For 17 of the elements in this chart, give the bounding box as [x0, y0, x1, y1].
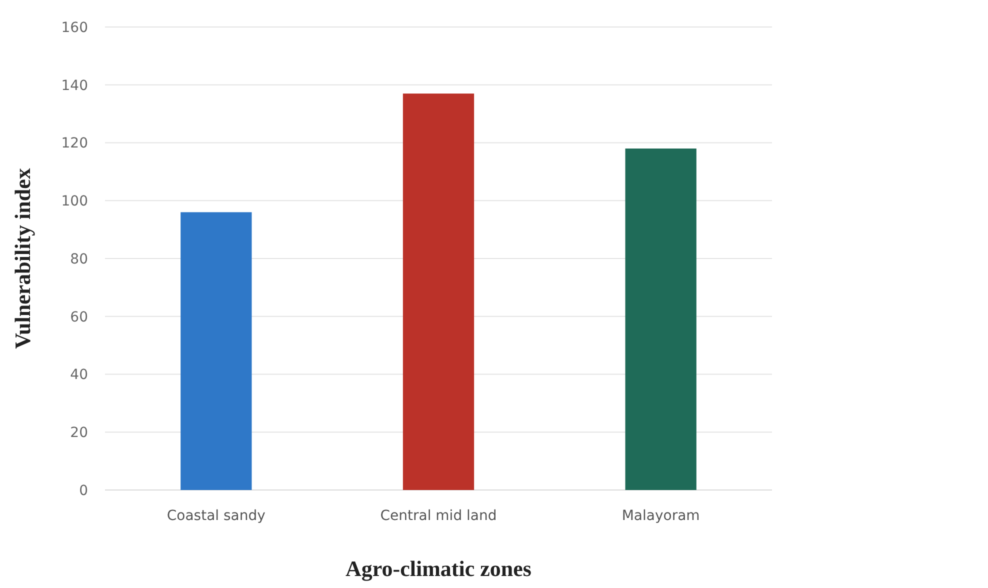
bar	[180, 212, 252, 490]
x-tick-label: Coastal sandy	[166, 508, 266, 524]
x-tick-label: Central mid land	[380, 508, 497, 524]
y-tick-label: 120	[61, 136, 88, 152]
y-tick-label: 140	[61, 78, 88, 94]
x-axis-title: Agro-climatic zones	[346, 556, 532, 581]
y-tick-label: 160	[61, 20, 88, 36]
y-axis-title: Vulnerability index	[10, 168, 35, 349]
y-tick-label: 60	[70, 309, 88, 326]
y-tick-label: 0	[79, 482, 88, 499]
y-tick-label: 100	[61, 194, 88, 210]
bar	[625, 148, 696, 490]
y-tick-label: 20	[70, 425, 88, 442]
y-tick-label: 80	[70, 251, 88, 268]
bar	[402, 94, 474, 490]
y-tick-label: 40	[70, 367, 88, 384]
x-tick-label: Malayoram	[622, 508, 700, 524]
